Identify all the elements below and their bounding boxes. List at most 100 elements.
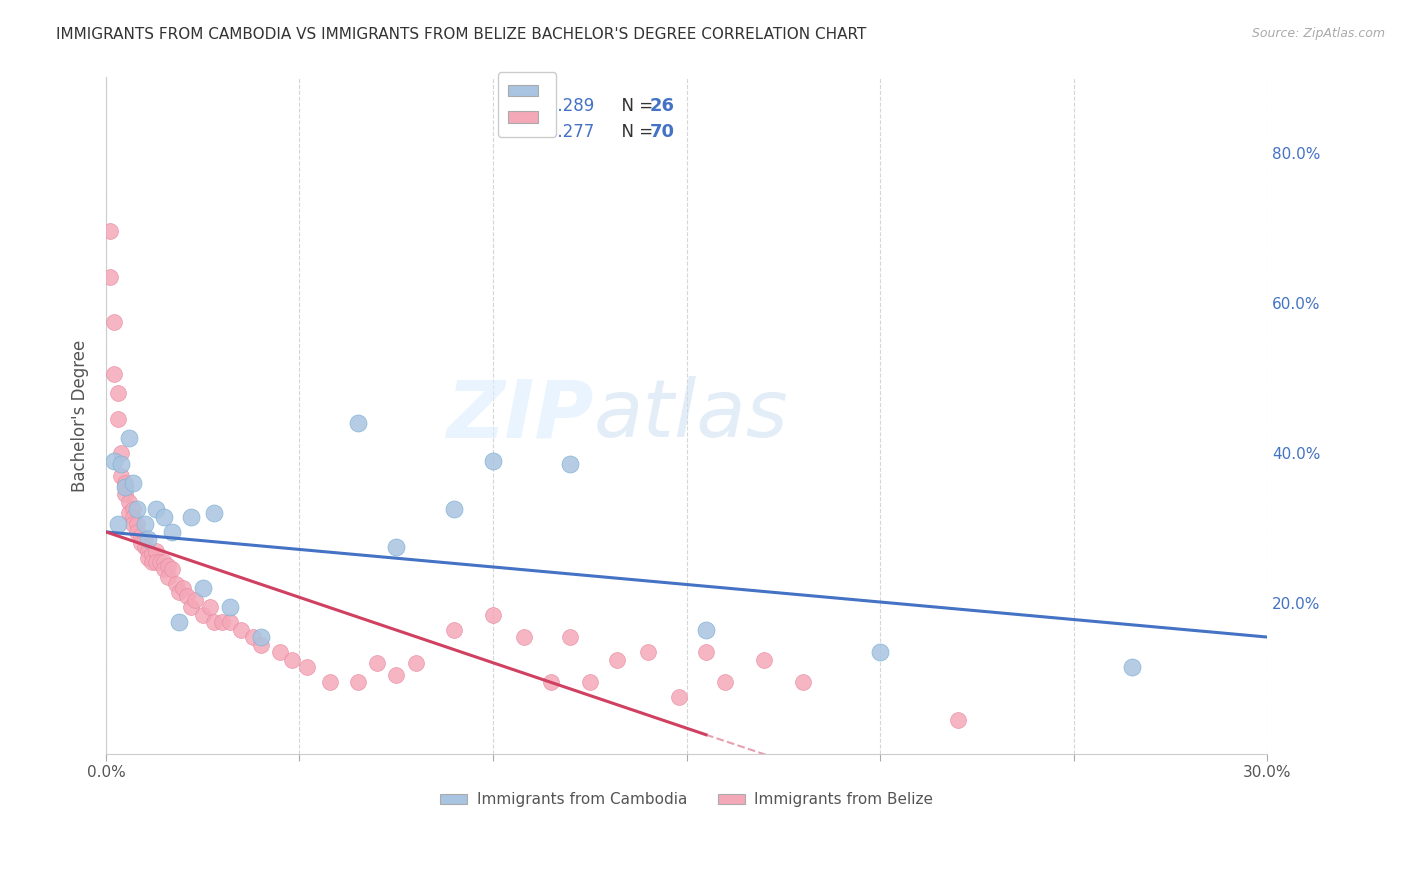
Point [579, 675, 602, 690]
Point [141, 555, 163, 569]
Text: IMMIGRANTS FROM CAMBODIA VS IMMIGRANTS FROM BELIZE BACHELOR'S DEGREE CORRELATION: IMMIGRANTS FROM CAMBODIA VS IMMIGRANTS F… [56, 27, 866, 42]
Point [118, 506, 141, 520]
Point [149, 555, 172, 569]
Point [114, 487, 136, 501]
Text: atlas: atlas [593, 376, 789, 455]
Point [138, 533, 160, 547]
Point [482, 453, 505, 467]
Point [114, 476, 136, 491]
Point [145, 543, 167, 558]
Point [752, 652, 775, 666]
Point [668, 690, 690, 705]
Point [280, 652, 302, 666]
Point [211, 615, 233, 629]
Point [180, 509, 202, 524]
Point [297, 660, 319, 674]
Point [138, 543, 160, 558]
Point [792, 675, 814, 690]
Text: -0.289: -0.289 [541, 97, 595, 115]
Point [98, 224, 121, 238]
Point [869, 645, 891, 659]
Point [169, 585, 191, 599]
Point [191, 607, 214, 622]
Point [202, 615, 225, 629]
Point [107, 517, 129, 532]
Point [153, 555, 176, 569]
Point [249, 638, 271, 652]
Point [125, 502, 148, 516]
Point [141, 548, 163, 562]
Point [637, 645, 659, 659]
Point [165, 577, 187, 591]
Point [169, 615, 191, 629]
Point [176, 589, 198, 603]
Point [110, 446, 132, 460]
Point [129, 536, 152, 550]
Point [134, 540, 156, 554]
Point [129, 529, 152, 543]
Point [191, 581, 214, 595]
Y-axis label: Bachelor's Degree: Bachelor's Degree [72, 339, 89, 491]
Point [107, 386, 129, 401]
Point [714, 675, 737, 690]
Point [156, 558, 179, 573]
Point [385, 540, 408, 554]
Point [513, 630, 536, 644]
Point [160, 524, 183, 539]
Point [125, 517, 148, 532]
Point [98, 269, 121, 284]
Point [1121, 660, 1143, 674]
Point [160, 562, 183, 576]
Point [249, 630, 271, 644]
Legend: Immigrants from Cambodia, Immigrants from Belize: Immigrants from Cambodia, Immigrants fro… [434, 786, 939, 814]
Point [218, 600, 240, 615]
Point [200, 600, 222, 615]
Point [125, 524, 148, 539]
Point [110, 458, 132, 472]
Point [346, 416, 368, 430]
Text: R =: R = [506, 97, 543, 115]
Point [269, 645, 291, 659]
Text: N =: N = [612, 97, 658, 115]
Point [138, 551, 160, 566]
Point [122, 517, 145, 532]
Point [145, 502, 167, 516]
Point [114, 480, 136, 494]
Point [122, 476, 145, 491]
Text: -0.277: -0.277 [541, 122, 595, 141]
Point [103, 453, 125, 467]
Point [319, 675, 342, 690]
Point [695, 623, 717, 637]
Point [145, 555, 167, 569]
Text: Source: ZipAtlas.com: Source: ZipAtlas.com [1251, 27, 1385, 40]
Point [540, 675, 562, 690]
Point [443, 502, 465, 516]
Point [405, 657, 427, 671]
Point [156, 570, 179, 584]
Point [560, 458, 582, 472]
Point [180, 600, 202, 615]
Point [184, 592, 207, 607]
Point [122, 502, 145, 516]
Text: 26: 26 [650, 97, 675, 115]
Point [134, 517, 156, 532]
Text: R =: R = [506, 122, 543, 141]
Point [103, 315, 125, 329]
Point [695, 645, 717, 659]
Point [153, 509, 176, 524]
Point [946, 713, 969, 727]
Point [385, 667, 408, 681]
Point [560, 630, 582, 644]
Point [482, 607, 505, 622]
Point [122, 509, 145, 524]
Point [118, 431, 141, 445]
Point [153, 562, 176, 576]
Point [110, 468, 132, 483]
Point [118, 495, 141, 509]
Point [202, 506, 225, 520]
Point [218, 615, 240, 629]
Point [103, 367, 125, 381]
Point [107, 412, 129, 426]
Point [172, 581, 194, 595]
Text: 70: 70 [650, 122, 675, 141]
